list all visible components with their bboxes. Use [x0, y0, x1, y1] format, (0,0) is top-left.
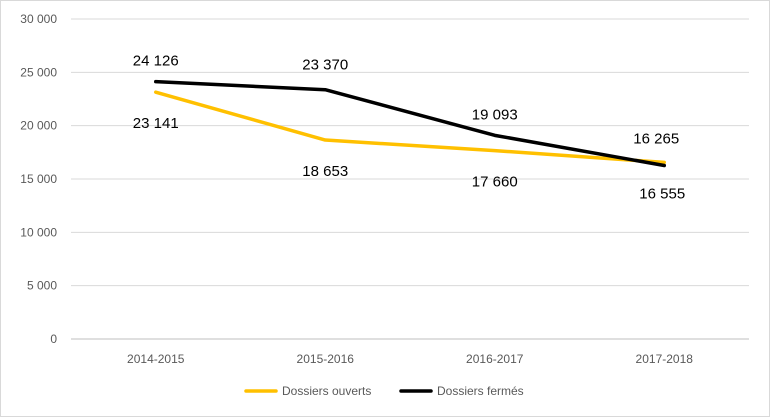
x-tick-label: 2015-2016	[297, 352, 355, 366]
data-label-dossiers-fermes: 24 126	[133, 53, 179, 70]
y-axis-ticks: 0 5 000 10 000 15 000 20 000 25 000 30 000	[20, 12, 57, 346]
y-tick-label: 20 000	[20, 119, 57, 133]
y-tick-label: 15 000	[20, 172, 57, 186]
series-line-dossiers-fermes	[154, 79, 666, 168]
data-label-dossiers-ouverts: 17 660	[472, 174, 518, 191]
x-tick-label: 2014-2015	[127, 352, 185, 366]
y-tick-label: 5 000	[27, 279, 57, 293]
x-tick-label: 2016-2017	[466, 352, 524, 366]
data-label-dossiers-fermes: 23 370	[302, 57, 348, 74]
legend-label-dossiers-ouverts: Dossiers ouverts	[282, 384, 371, 398]
y-tick-label: 25 000	[20, 65, 57, 79]
data-label-dossiers-ouverts: 16 555	[639, 185, 685, 202]
data-label-dossiers-ouverts: 23 141	[133, 115, 179, 132]
data-labels: 23 141 18 653 17 660 16 555 24 126 23 370 19 0…	[133, 53, 685, 203]
series-lines	[154, 79, 666, 168]
data-label-dossiers-fermes: 19 093	[472, 106, 518, 123]
x-axis-ticks: 2014-2015 2015-2016 2016-2017 2017-2018	[127, 352, 693, 366]
y-tick-label: 10 000	[20, 225, 57, 239]
y-tick-label: 30 000	[20, 12, 57, 26]
gridlines	[71, 18, 749, 340]
data-label-dossiers-ouverts: 18 653	[302, 163, 348, 180]
y-tick-label: 0	[50, 332, 57, 346]
series-line-dossiers-ouverts	[154, 90, 666, 165]
legend-label-dossiers-fermes: Dossiers fermés	[437, 384, 524, 398]
legend: Dossiers ouverts Dossiers fermés	[244, 384, 524, 398]
x-tick-label: 2017-2018	[636, 352, 694, 366]
data-label-dossiers-fermes: 16 265	[633, 131, 679, 148]
